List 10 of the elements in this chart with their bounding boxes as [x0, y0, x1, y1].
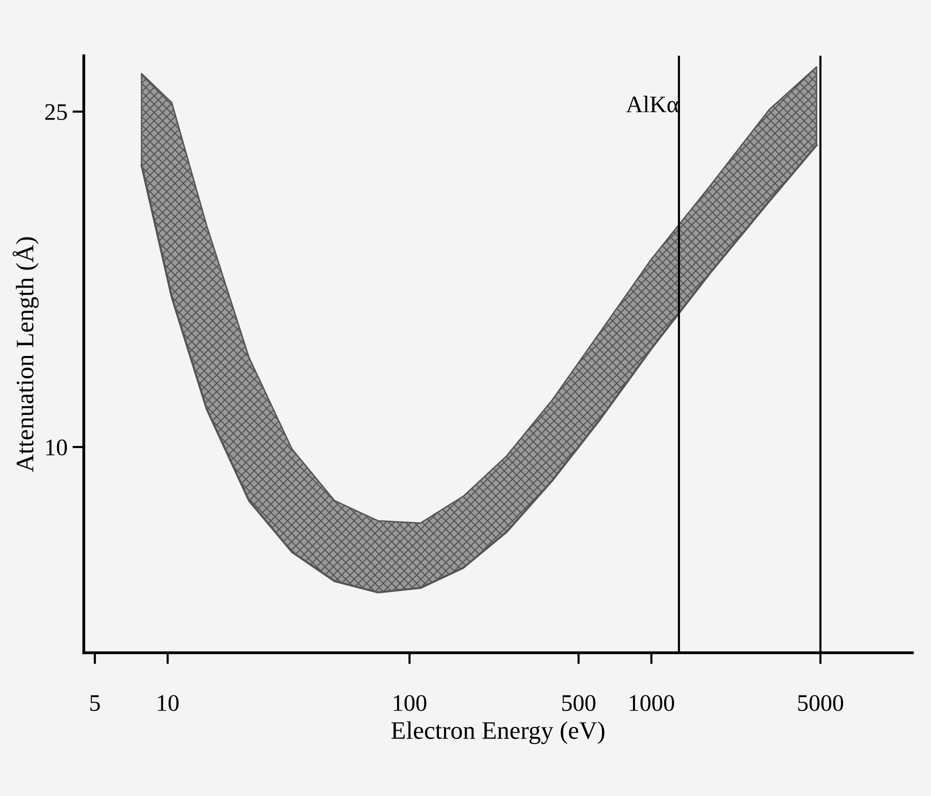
- x-tick-label: 5: [90, 695, 100, 712]
- y-tick-label: 25: [45, 104, 67, 120]
- y-axis-title: Attenuation Length (Å): [12, 237, 39, 472]
- x-tick-label: 10: [158, 695, 179, 712]
- x-tick-label: 1000: [630, 695, 674, 712]
- x-tick-label: 100: [394, 695, 426, 712]
- ref-line-label: AlKα: [626, 96, 678, 112]
- x-axis-title: Electron Energy (eV): [391, 721, 604, 744]
- x-tick-label: 5000: [798, 695, 844, 712]
- x-tick-label: 500: [562, 695, 596, 712]
